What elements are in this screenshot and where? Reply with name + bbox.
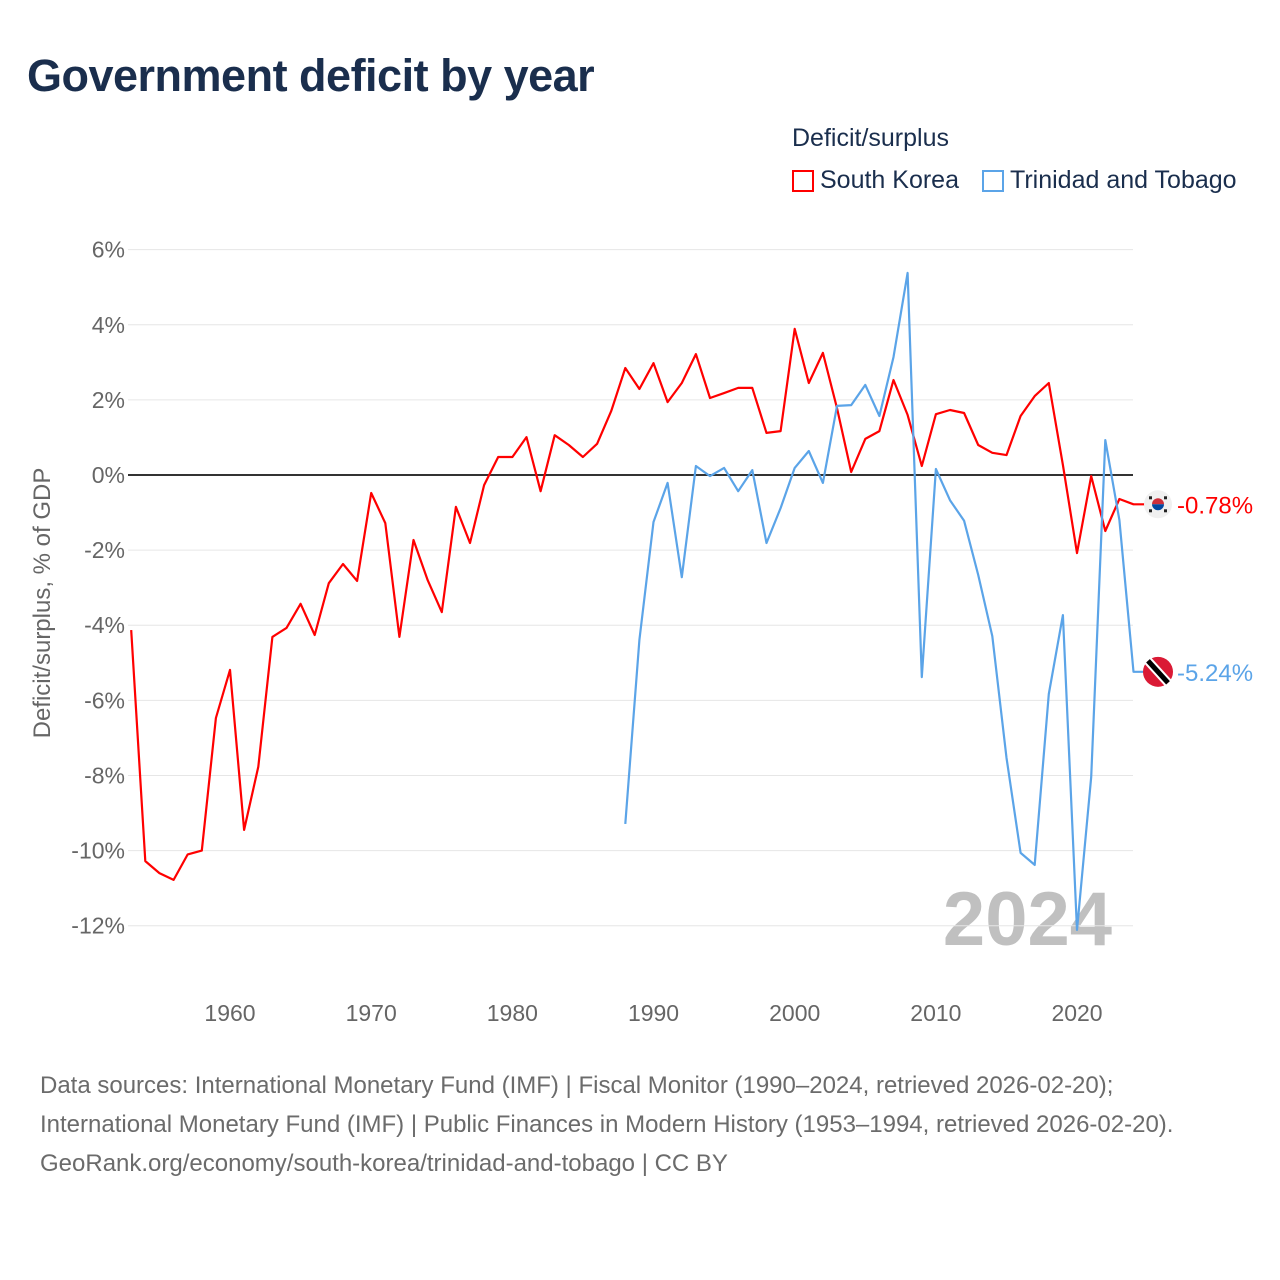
end-value-label: -0.78% bbox=[1177, 492, 1253, 519]
y-tick-label: -2% bbox=[84, 537, 125, 563]
flag-trigram bbox=[1149, 509, 1152, 513]
flag-taeguk-blue bbox=[1152, 504, 1164, 511]
x-tick-label: 2000 bbox=[769, 1000, 820, 1026]
data-sources-text: Data sources: International Monetary Fun… bbox=[40, 1072, 1174, 1138]
flag-trigram bbox=[1164, 509, 1167, 513]
series-line-south-korea bbox=[130, 327, 1149, 882]
chart-title: Government deficit by year bbox=[27, 50, 595, 101]
x-tick-label: 2010 bbox=[910, 1000, 961, 1026]
y-tick-label: 6% bbox=[92, 237, 125, 263]
year-watermark: 2024 bbox=[943, 877, 1112, 962]
legend-swatch bbox=[982, 169, 1004, 192]
legend-item-south-korea[interactable]: South Korea bbox=[792, 166, 959, 195]
y-tick-label: 0% bbox=[92, 462, 125, 488]
legend-swatch bbox=[792, 169, 814, 192]
x-tick-label: 1970 bbox=[346, 1000, 397, 1026]
legend-label: Trinidad and Tobago bbox=[1010, 166, 1237, 194]
flag-trigram bbox=[1149, 496, 1152, 500]
y-tick-label: -4% bbox=[84, 612, 125, 638]
plot-area: 2024 6% 4% 2% 0% -2% -4% -6% -8% -10% -12% 1960 1970… bbox=[29, 237, 1253, 1026]
x-tick-label: 1960 bbox=[204, 1000, 255, 1026]
y-tick-label: 2% bbox=[92, 387, 125, 413]
y-tick-label: 4% bbox=[92, 312, 125, 338]
y-axis-label: Deficit/surplus, % of GDP bbox=[29, 468, 56, 739]
legend-label: South Korea bbox=[820, 166, 959, 194]
source-url-link[interactable]: GeoRank.org/economy/south-korea/trinidad… bbox=[40, 1150, 728, 1177]
x-tick-label: 1980 bbox=[487, 1000, 538, 1026]
flag-stripe-black bbox=[1146, 659, 1170, 685]
y-tick-label: -6% bbox=[84, 687, 125, 713]
x-tick-label: 1990 bbox=[628, 1000, 679, 1026]
sources: Data sources: International Monetary Fun… bbox=[40, 1066, 1240, 1183]
flag-taeguk-red bbox=[1152, 498, 1164, 505]
legend-item-trinidad-and-tobago[interactable]: Trinidad and Tobago bbox=[982, 166, 1237, 195]
series-line-trinidad-and-tobago bbox=[624, 271, 1149, 932]
flag-trigram bbox=[1164, 496, 1167, 500]
x-tick-label: 2020 bbox=[1051, 1000, 1102, 1026]
y-tick-label: -10% bbox=[71, 838, 125, 864]
y-tick-label: -12% bbox=[71, 913, 125, 939]
end-value-label: -5.24% bbox=[1177, 660, 1253, 687]
legend-title: Deficit/surplus bbox=[792, 124, 949, 152]
y-tick-label: -8% bbox=[84, 762, 125, 788]
